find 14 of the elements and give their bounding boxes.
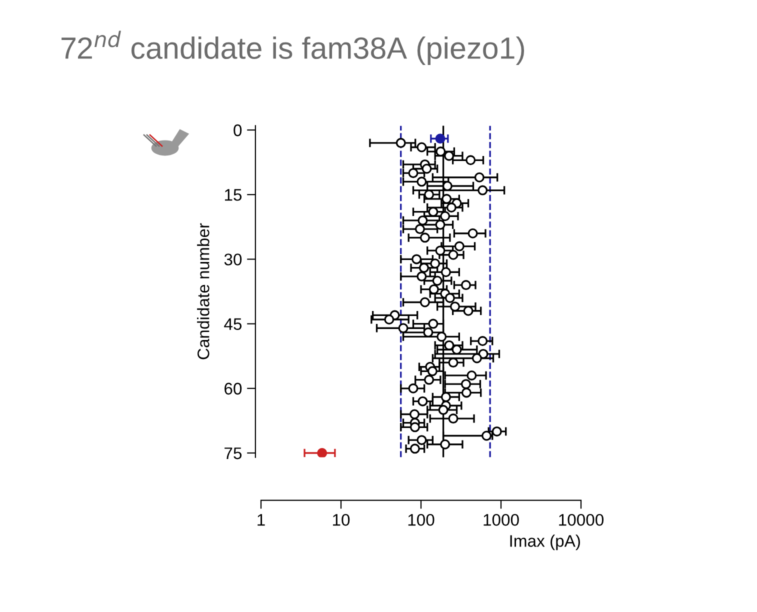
- x-tick-label: 10: [333, 514, 350, 526]
- y-tick-label: 45: [224, 318, 242, 330]
- y-tick-label: 0: [234, 124, 242, 136]
- y-tick-label: 75: [224, 448, 242, 460]
- y-tick-label: 15: [224, 189, 242, 201]
- x-tick-label: 1000: [484, 514, 519, 526]
- y-axis-title: Candidate number: [197, 223, 210, 360]
- x-tick-label: 1: [258, 514, 265, 526]
- x-tick-label: 10000: [559, 514, 604, 526]
- chart-title: 72$^{nd}$ candidate is fam38A (piezo1): [62, 30, 524, 66]
- y-tick-label: 30: [224, 254, 242, 266]
- x-tick-label: 100: [408, 514, 434, 526]
- y-tick-label: 60: [224, 382, 242, 395]
- x-axis-title: Imax (pA): [510, 534, 580, 550]
